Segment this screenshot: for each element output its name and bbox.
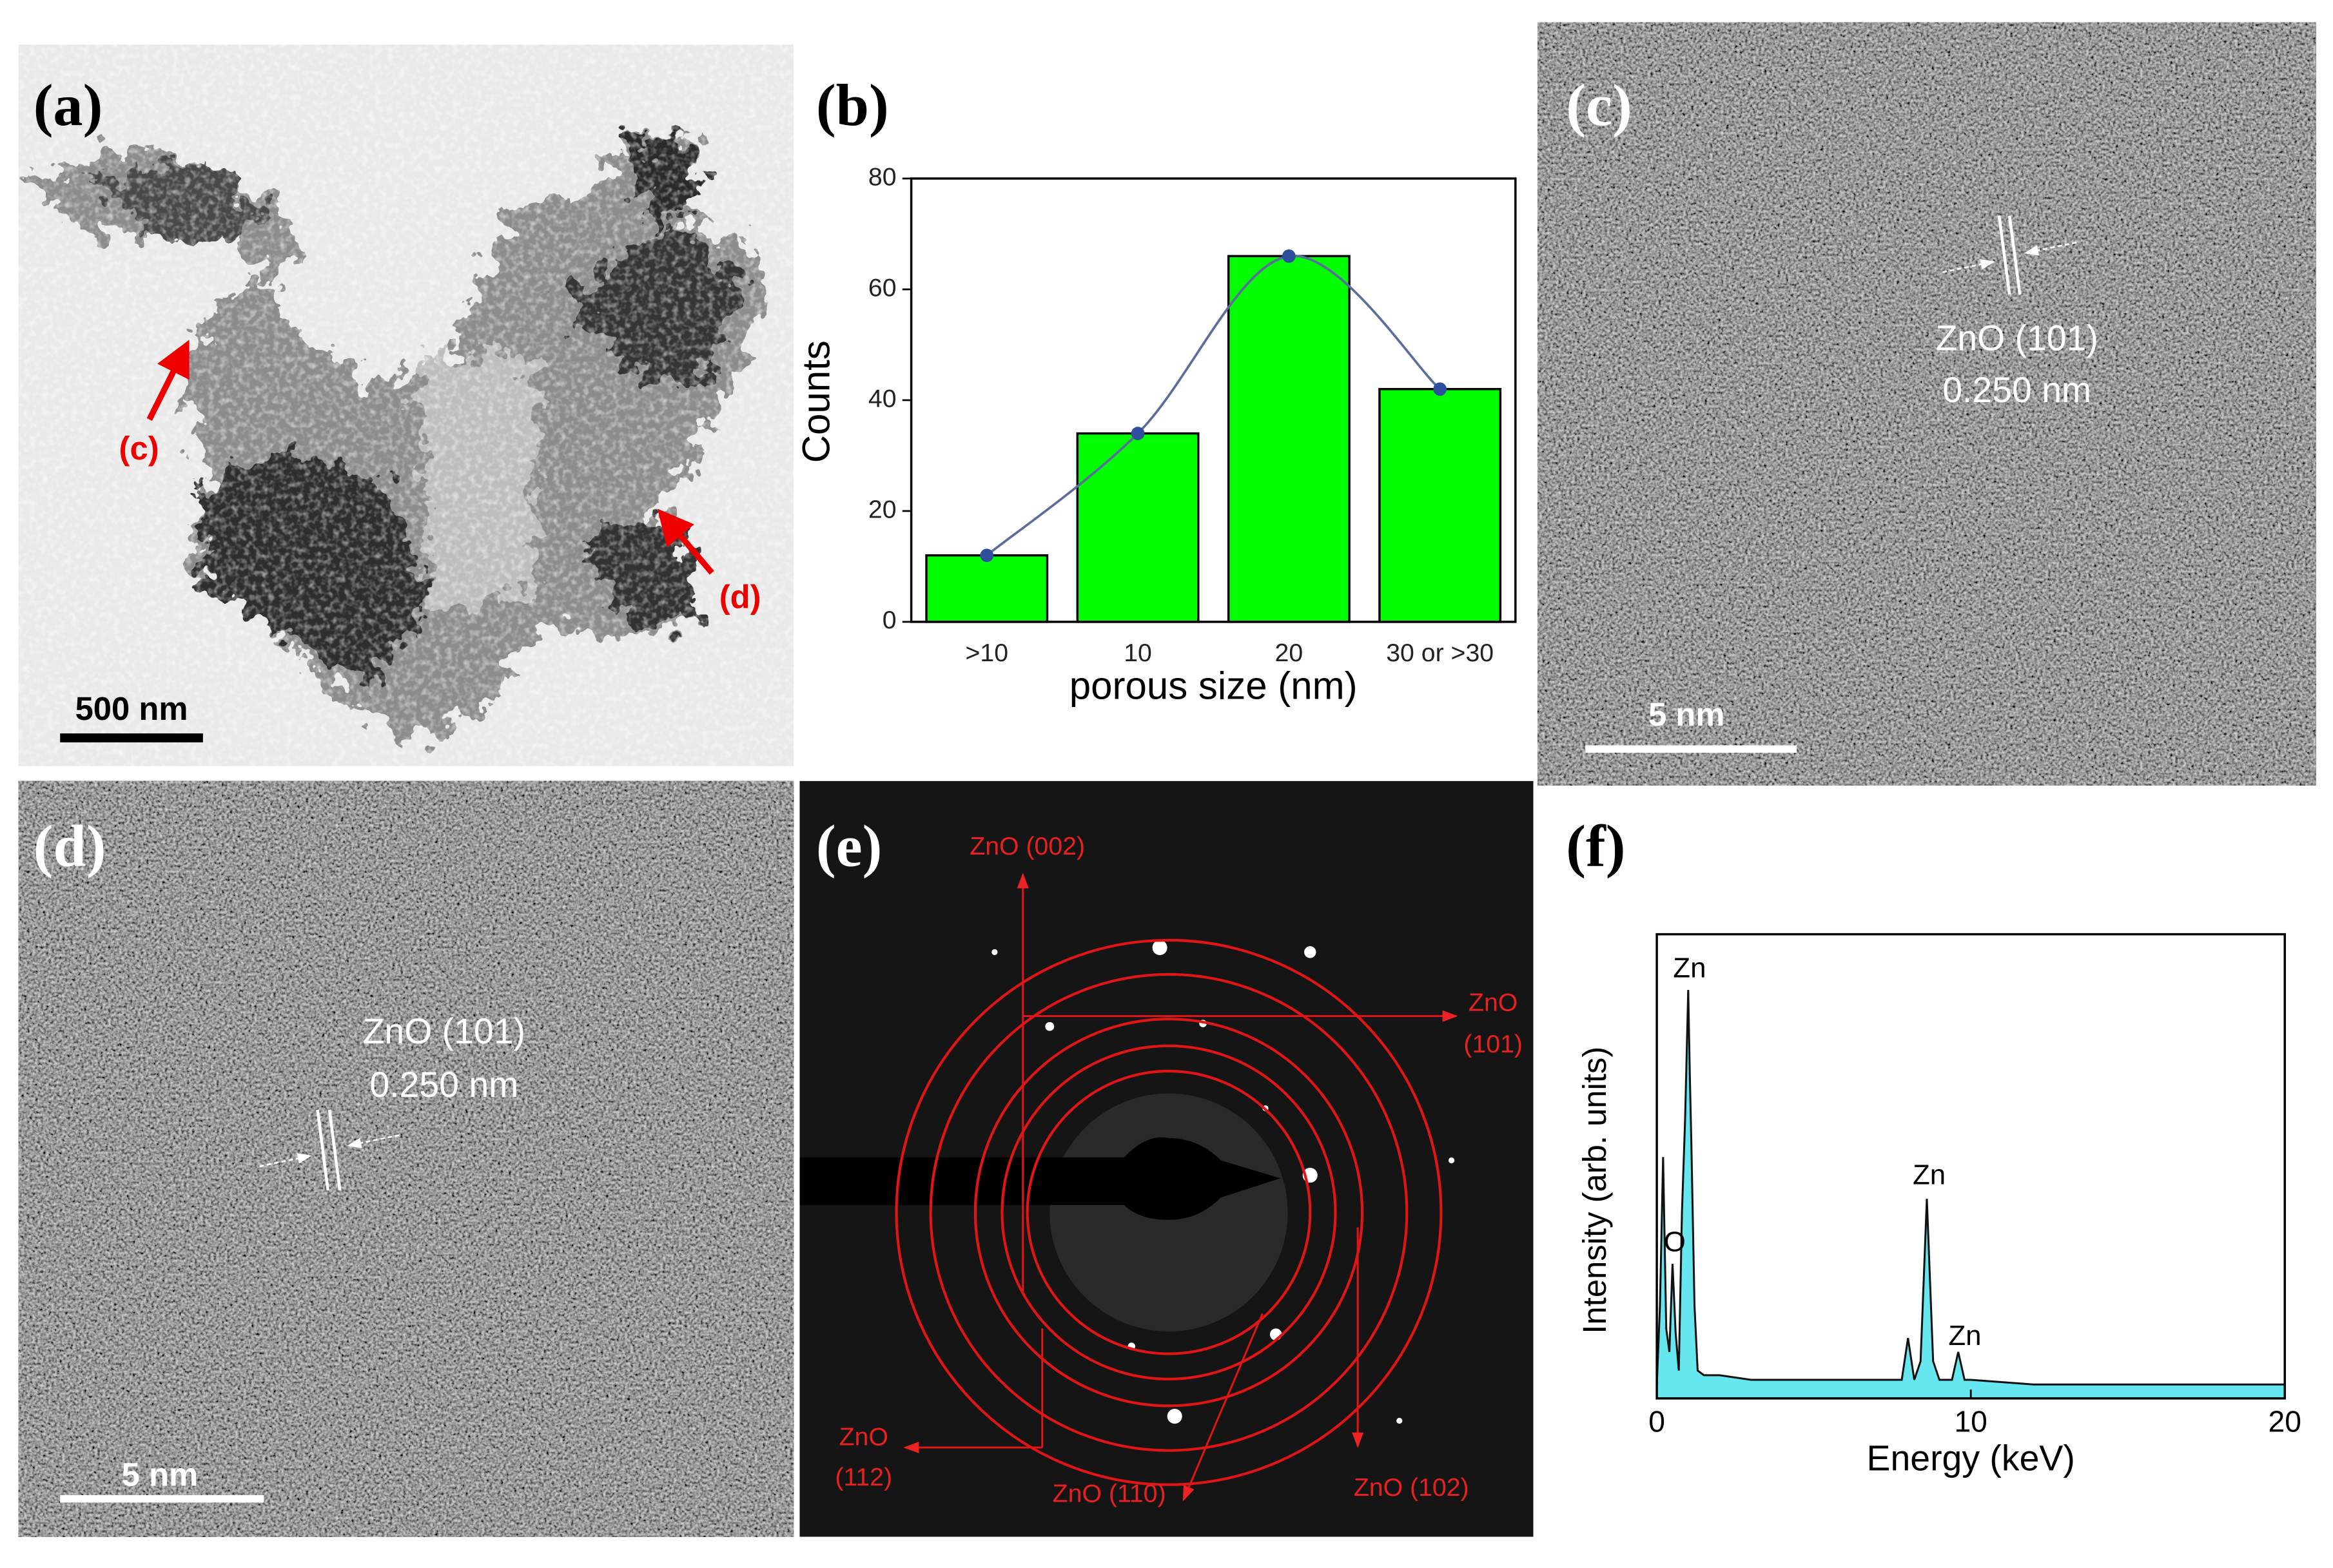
panel-label: (d) [34,813,106,878]
arrow [259,1153,312,1168]
scale-label: 5 nm [1648,696,1725,733]
diffraction-rings [895,938,1443,1486]
hrtem-image [18,780,794,1537]
x-axis-label: porous size (nm) [1069,664,1358,708]
arrow [1942,259,1995,273]
trend-marker [980,548,994,563]
hrtem-image [1537,22,2316,786]
x-tick-label: 20 [2269,1404,2301,1438]
x-tick-label: 0 [1648,1404,1665,1438]
scale-bar [60,1495,264,1503]
ring-label: (112) [835,1463,892,1491]
ring-label: ZnO (102) [1354,1473,1469,1502]
ring-label: ZnO (110) [1053,1479,1166,1507]
x-tick-label: 10 [1124,639,1152,667]
peak-label: Zn [1948,1320,1981,1351]
y-tick-label: 60 [868,273,897,302]
trend-marker [1433,382,1447,396]
panel-a: (c) (d) 500 nm (a) [18,44,794,766]
texture [18,44,794,766]
arrow [146,340,190,421]
panel-label: (a) [34,72,103,138]
bar [1076,432,1200,623]
x-tick-label: 30 or >30 [1386,639,1494,667]
panel-f: (f) 0 10 20 Zn O Zn Zn Energy (keV) Intensity (a… [1566,813,2301,1478]
trend-line [986,255,1441,557]
arrow [657,508,714,575]
scale-label: 5 nm [122,1457,199,1493]
trend-marker [1131,427,1145,440]
panel-label: (f) [1566,813,1625,878]
y-tick-label: 80 [868,162,897,191]
ring-label: (101) [1463,1030,1523,1058]
plot-frame [910,177,1517,623]
plane-label: ZnO (101) [363,1011,525,1051]
bar [925,554,1049,623]
fringe [2007,215,2022,295]
bar [1378,388,1502,623]
panel-c: ZnO (101) 0.250 nm 5 nm (c) [1537,22,2316,786]
peak-label: Zn [1673,953,1706,984]
spacing-label: 0.250 nm [369,1065,518,1105]
x-tick-label: 20 [1275,639,1303,667]
y-axis-label: Intensity (arb. units) [1576,1047,1613,1334]
panel-e: ZnO (002) ZnO (101) ZnO (112) ZnO (110) … [799,780,1534,1537]
peak-label: O [1664,1226,1686,1257]
fringe [327,1109,342,1190]
spectrum-line [1655,990,2285,1386]
plane-label: ZnO (101) [1936,318,2098,358]
y-tick-label: 0 [883,606,897,634]
y-tick-label: 40 [868,384,897,412]
peak-label: Zn [1913,1159,1946,1190]
y-tick-label: 20 [868,495,897,523]
arrow [2024,241,2077,256]
y-axis-label: Counts [794,340,837,463]
panel-label: (b) [816,72,889,138]
panel-b: (b) 0 20 40 60 80 >10 10 20 30 or >30 porous size… [794,72,1517,708]
x-tick-label: 10 [1954,1404,1987,1438]
scale-label: 500 nm [75,690,188,727]
marker-label: (c) [119,430,159,467]
spacing-label: 0.250 nm [1942,370,2091,410]
plot-frame [1655,933,2286,1400]
panel-label: (c) [1566,72,1632,138]
bar [1227,255,1351,623]
ring-label: ZnO (002) [970,832,1085,860]
x-axis-label: Energy (keV) [1867,1438,2075,1478]
ring-label: ZnO [1469,988,1518,1016]
marker-label: (d) [719,579,761,615]
beam-stop [799,1137,1281,1220]
ring-label: ZnO [839,1423,888,1451]
panel-label: (e) [816,813,882,878]
ring-pointers [903,873,1458,1502]
trend-marker [1282,249,1296,263]
fringe [316,1109,330,1190]
fringe [1997,215,2011,295]
scale-bar [1585,745,1797,753]
panel-d: ZnO (101) 0.250 nm 5 nm (d) [18,780,794,1537]
x-tick-label: >10 [965,639,1008,667]
scale-bar [60,733,203,742]
arrow [347,1134,400,1148]
